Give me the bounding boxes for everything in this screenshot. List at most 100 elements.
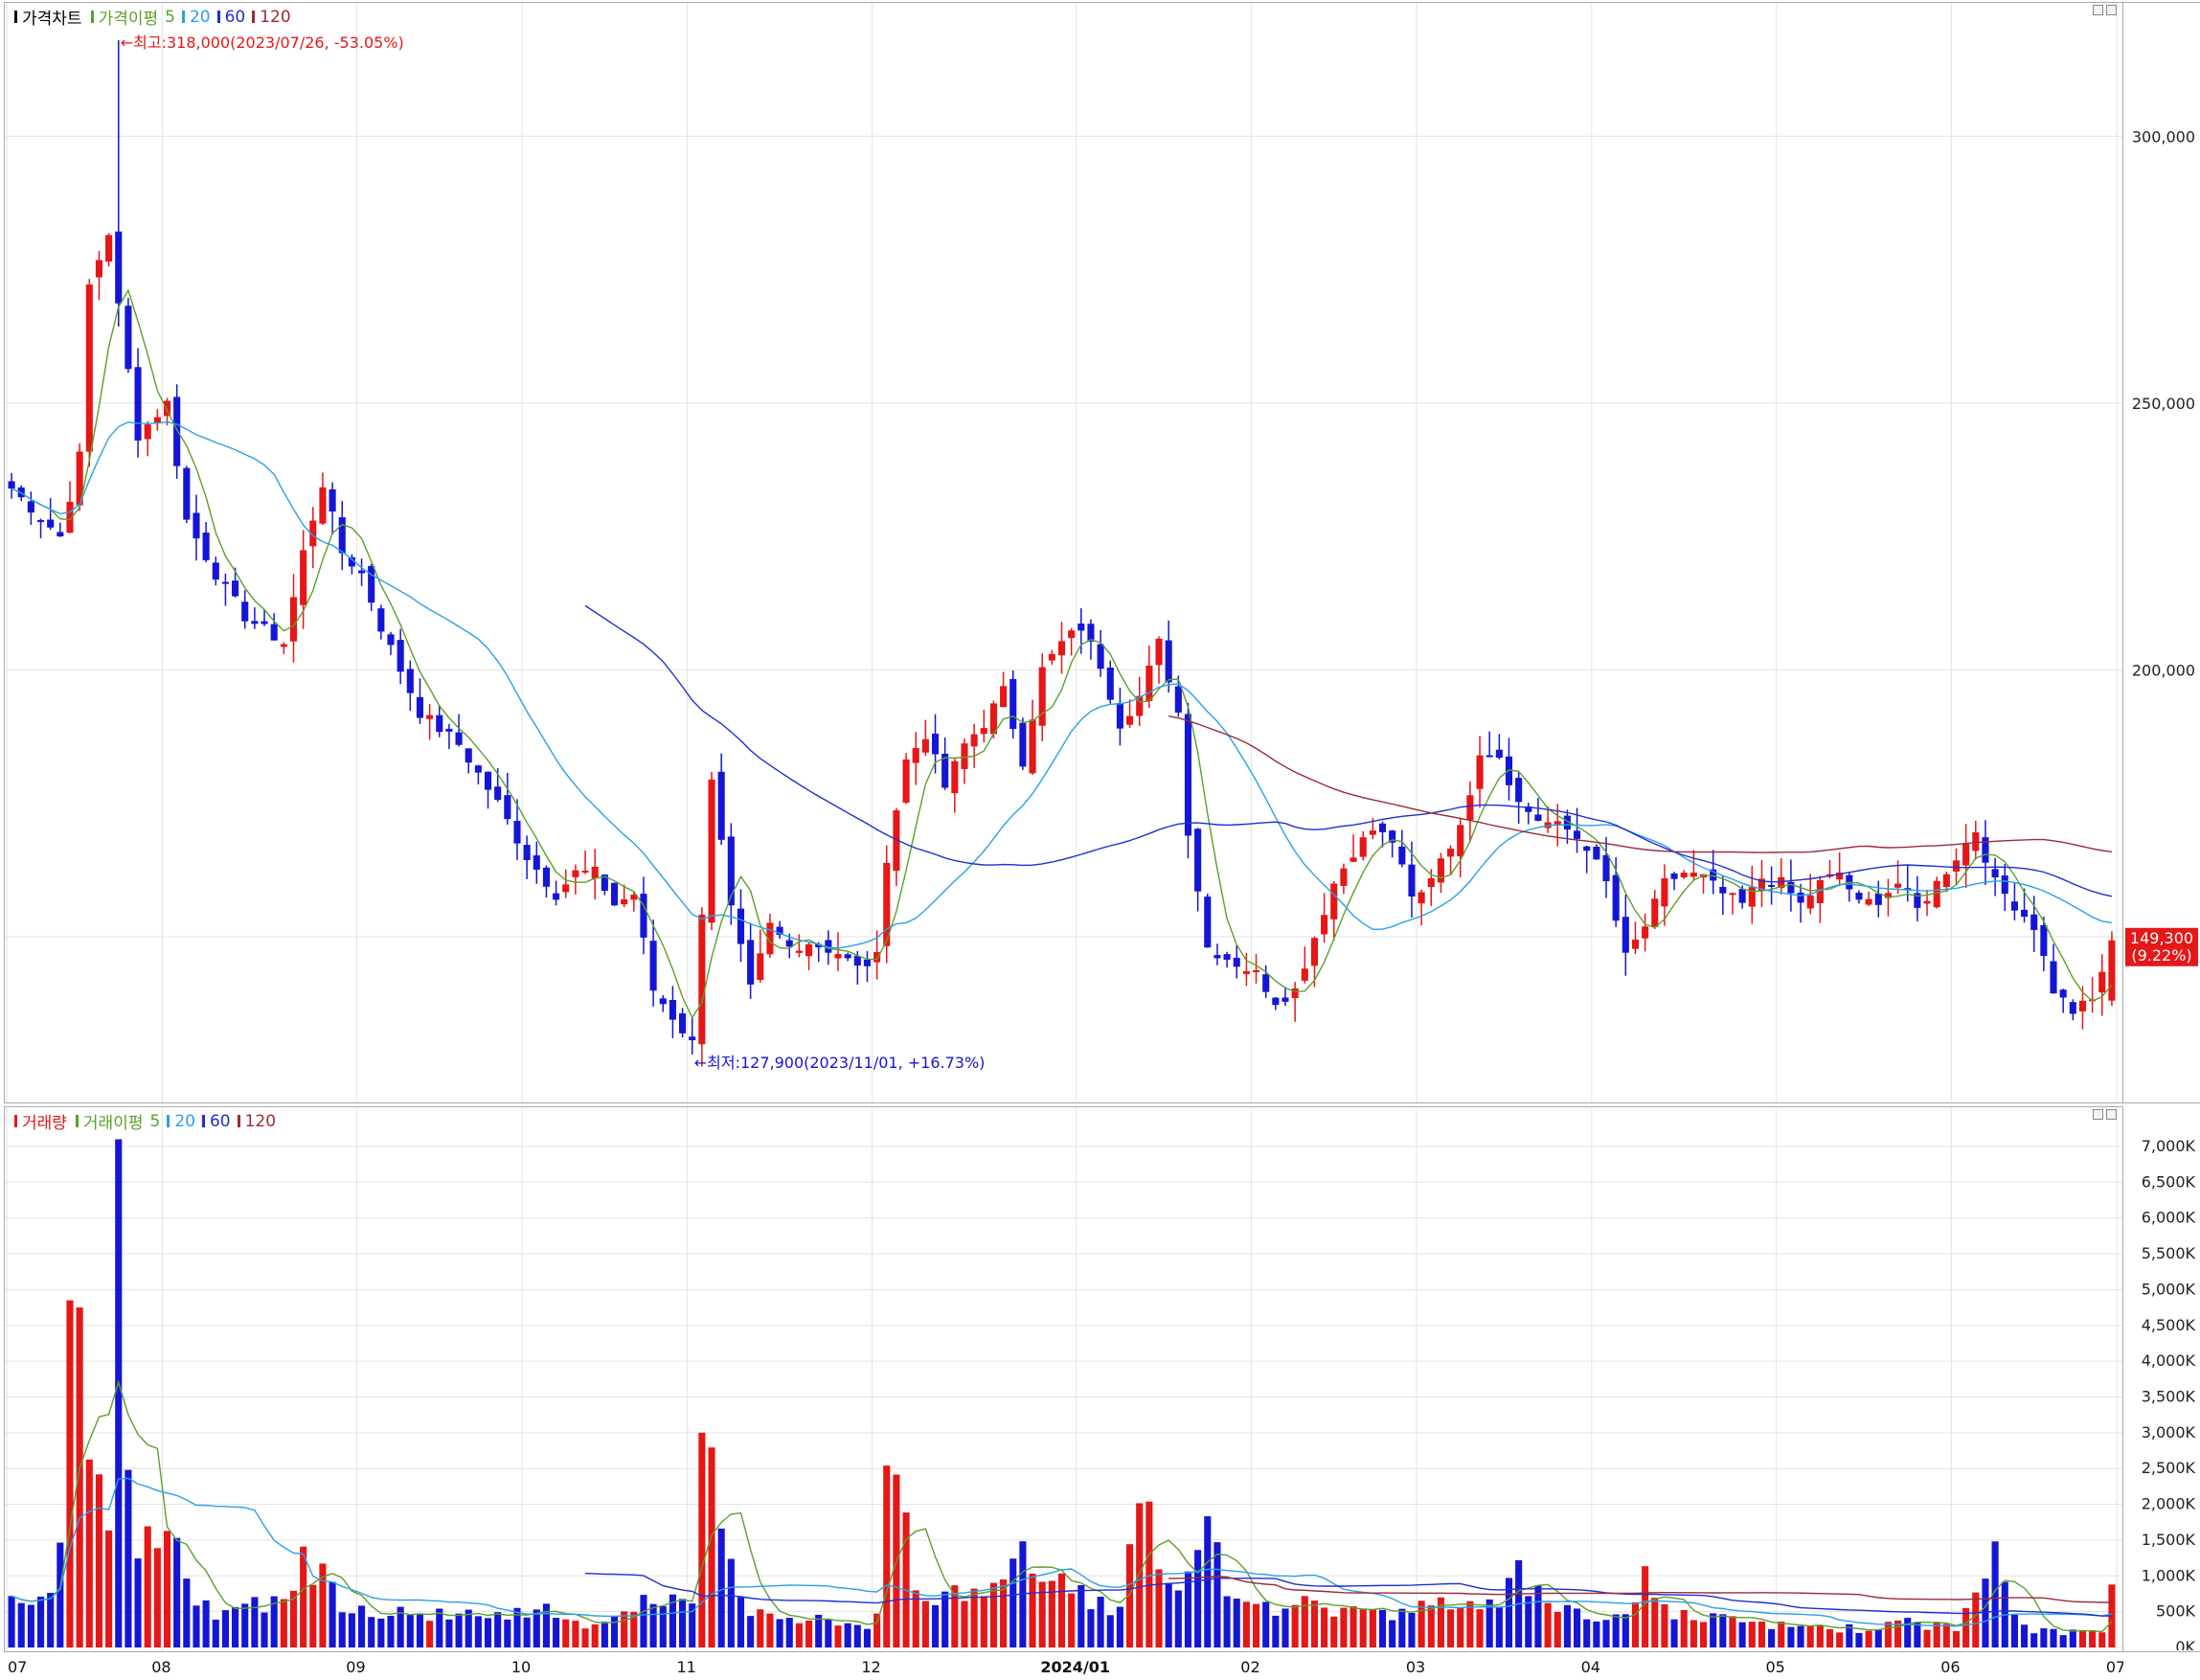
volume-chart-panel[interactable]: 거래량 거래이평 5 20 60 120	[4, 1106, 2123, 1652]
candle-body	[1242, 971, 1250, 974]
volume-bar	[1281, 1608, 1289, 1647]
price-ma60-line	[584, 604, 2113, 897]
candle-body	[193, 512, 200, 539]
volume-bar	[1310, 1601, 1319, 1647]
volume-bar	[445, 1619, 453, 1647]
volume-bar	[1758, 1621, 1766, 1647]
minimize-panel-icon[interactable]	[2093, 1109, 2103, 1120]
candle-body	[377, 608, 385, 632]
volume-bar	[1602, 1620, 1610, 1647]
volume-bar	[513, 1607, 521, 1647]
candle-body	[57, 532, 64, 536]
current-price-change: (9.22%)	[2131, 946, 2191, 965]
close-panel-icon[interactable]	[2106, 1109, 2117, 1120]
candle-body	[1583, 846, 1591, 851]
candle-body	[1116, 702, 1123, 729]
volume-bar	[1563, 1604, 1571, 1647]
volume-bar	[1952, 1630, 1961, 1647]
volume-axis-tick: 6,500K	[2142, 1172, 2196, 1191]
volume-bar	[27, 1604, 34, 1647]
volume-chart-canvas[interactable]	[5, 1107, 2122, 1651]
candle-body	[853, 955, 861, 966]
volume-bar	[163, 1531, 171, 1647]
volume-axis-tick: 2,500K	[2142, 1459, 2196, 1477]
candle-body	[776, 926, 783, 936]
candle-body	[1291, 988, 1299, 999]
volume-bar	[115, 1139, 123, 1647]
candle-body	[795, 950, 803, 953]
candle-body	[368, 566, 375, 603]
volume-bar	[309, 1584, 317, 1647]
candle-body	[1038, 667, 1046, 726]
volume-bar	[76, 1307, 83, 1647]
close-panel-icon[interactable]	[2106, 5, 2117, 15]
volume-bar	[1321, 1607, 1328, 1647]
volume-bar	[1836, 1632, 1844, 1647]
candle-body	[1719, 887, 1727, 894]
volume-legend: 거래량 거래이평 5 20 60 120	[14, 1109, 276, 1133]
volume-axis-tick: 0K	[2175, 1638, 2195, 1650]
volume-bar	[2021, 1624, 2029, 1647]
candle-body	[1525, 806, 1532, 812]
candle-body	[387, 634, 395, 646]
candle-body	[47, 519, 55, 528]
candle-body	[689, 1036, 696, 1041]
price-chart-panel[interactable]: ←최고:318,000(2023/07/26, -53.05%) ←최저:127,…	[4, 2, 2123, 1103]
candle-body	[1554, 821, 1561, 825]
candle-body	[416, 696, 424, 718]
candle-body	[825, 940, 832, 953]
candle-body	[163, 400, 171, 417]
price-chart-canvas[interactable]: ←최고:318,000(2023/07/26, -53.05%) ←최저:127,…	[5, 3, 2122, 1102]
candle-body	[1447, 849, 1455, 857]
volume-bar	[737, 1597, 745, 1647]
candle-body	[183, 467, 191, 520]
volume-axis-canvas: 7,000K 6,500K 6,000K 5,500K 5,000K 4,500K 4,00…	[2142, 1137, 2196, 1650]
volume-bar	[1126, 1544, 1134, 1647]
volume-bar	[95, 1474, 102, 1647]
volume-bar	[105, 1530, 113, 1647]
candle-body	[484, 771, 492, 790]
volume-bar	[1408, 1612, 1416, 1647]
candle-body	[1106, 668, 1114, 700]
minimize-panel-icon[interactable]	[2093, 5, 2103, 15]
candle-body	[562, 884, 570, 893]
volume-bar	[591, 1623, 599, 1647]
candle-body	[747, 940, 755, 985]
volume-bar	[319, 1563, 327, 1647]
volume-bar	[1252, 1603, 1260, 1647]
candle-body	[1398, 846, 1406, 865]
candle-body	[941, 753, 949, 788]
volume-bar	[1894, 1620, 1902, 1647]
volume-bar	[1204, 1516, 1212, 1647]
candle-body	[144, 424, 151, 440]
candle-body	[1437, 858, 1444, 883]
price-ma120-line	[1168, 715, 2112, 853]
candle-body	[1884, 893, 1892, 898]
volume-bar	[270, 1596, 278, 1647]
volume-bar	[1418, 1601, 1425, 1647]
time-axis-label: 06	[1940, 1658, 1960, 1676]
volume-bar	[1466, 1601, 1474, 1647]
candle-body	[1457, 825, 1464, 857]
volume-bar	[1213, 1542, 1221, 1647]
candle-body	[1476, 755, 1484, 789]
volume-bar	[338, 1612, 346, 1647]
volume-bar	[1233, 1599, 1240, 1647]
legend-swatch-vma60	[201, 1115, 205, 1127]
candle-body	[1359, 837, 1367, 857]
candle-body	[1204, 897, 1212, 948]
volume-bar	[1106, 1615, 1114, 1647]
price-high-marker: ←최고:318,000(2023/07/26, -53.05%)	[121, 34, 404, 52]
volume-bar	[484, 1618, 492, 1647]
candle-body	[1612, 874, 1620, 921]
volume-bar	[406, 1615, 414, 1647]
candle-body	[1806, 895, 1814, 909]
volume-bar	[426, 1621, 434, 1647]
legend-swatch-vma20	[167, 1115, 170, 1127]
volume-bar	[2010, 1614, 2018, 1647]
volume-bar	[1165, 1582, 1172, 1647]
volume-bar	[300, 1546, 307, 1647]
candle-body	[766, 922, 774, 955]
volume-bar	[659, 1605, 667, 1647]
volume-axis-tick: 1,000K	[2142, 1566, 2196, 1584]
